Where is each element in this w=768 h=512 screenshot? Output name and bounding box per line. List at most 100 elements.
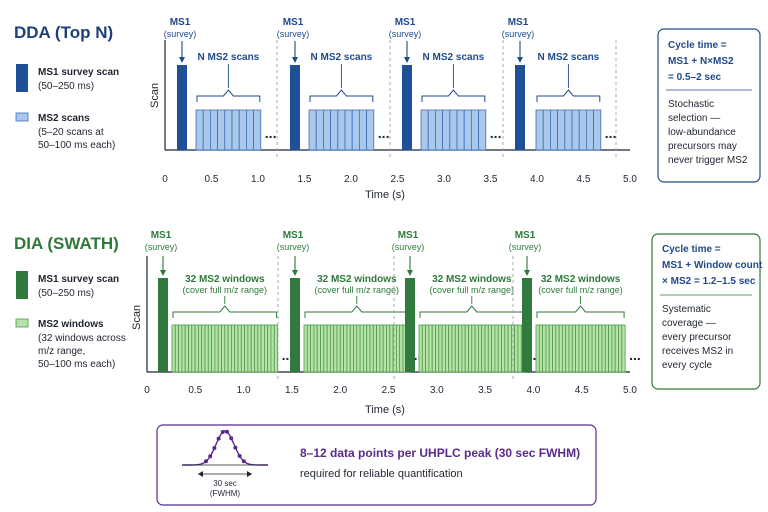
ms2-bar bbox=[257, 324, 262, 373]
ms2-bar bbox=[245, 109, 254, 151]
ms1-label: MS1 bbox=[283, 230, 304, 241]
ms2-bar bbox=[456, 109, 465, 151]
ms2-group-sublabel: (cover full m/z range) bbox=[315, 285, 400, 295]
ms2-bar bbox=[614, 324, 619, 373]
peak-sample-point bbox=[212, 446, 217, 450]
ms2-bar bbox=[463, 109, 472, 151]
ms2-bar bbox=[538, 324, 543, 373]
ms1-label: MS1 bbox=[170, 17, 191, 28]
peak-sample-point bbox=[216, 436, 221, 441]
dda-box-desc-3: low-abundance bbox=[668, 127, 736, 138]
ms1-sublabel: (survey) bbox=[145, 242, 178, 252]
ms2-bar bbox=[254, 324, 259, 373]
ms2-bar bbox=[507, 324, 512, 373]
dda-legend-ms2-label: MS2 scans bbox=[38, 113, 90, 124]
ms2-bar bbox=[326, 324, 331, 373]
ms2-bar bbox=[372, 324, 377, 373]
ms2-bar bbox=[487, 324, 492, 373]
ms2-bar bbox=[191, 324, 196, 373]
ms2-bar bbox=[557, 109, 566, 151]
ms1-arrowhead bbox=[407, 270, 413, 276]
ms2-bar bbox=[336, 324, 341, 373]
ms2-bar bbox=[517, 324, 522, 373]
dda-legend-ms2-swatch bbox=[15, 112, 29, 122]
ms2-bar bbox=[598, 324, 603, 373]
ms2-bar bbox=[238, 109, 247, 151]
peak-sample-point bbox=[237, 453, 242, 458]
ms2-bar bbox=[343, 324, 348, 373]
tick-label: 3.0 bbox=[437, 174, 451, 185]
ms2-group-label: N MS2 scans bbox=[423, 52, 485, 63]
dda-box-line2: MS1 + N×MS2 bbox=[668, 56, 734, 67]
peak-sample-point bbox=[220, 430, 225, 434]
tick-label: 2.5 bbox=[391, 174, 405, 185]
ms2-bar bbox=[211, 324, 216, 373]
footer-title: 8–12 data points per UHPLC peak (30 sec … bbox=[300, 446, 580, 460]
ms2-bar bbox=[585, 324, 590, 373]
dia-legend-ms2-swatch bbox=[15, 318, 29, 328]
ms2-bar bbox=[575, 324, 580, 373]
ms1-label: MS1 bbox=[283, 17, 304, 28]
ms2-group-label: 32 MS2 windows bbox=[317, 274, 397, 285]
tick-label: 4.0 bbox=[530, 174, 544, 185]
ms1-sublabel: (survey) bbox=[392, 242, 425, 252]
tick-label: 0 bbox=[162, 174, 168, 185]
tick-label: 1.0 bbox=[237, 385, 251, 396]
ms2-group-label: 32 MS2 windows bbox=[541, 274, 621, 285]
ms2-bar bbox=[535, 109, 544, 151]
dda-legend-ms1-label: MS1 survey scan bbox=[38, 67, 119, 78]
footer-frame bbox=[156, 424, 597, 506]
ms2-bar bbox=[351, 109, 360, 151]
ms2-group-sublabel: (cover full m/z range) bbox=[538, 285, 623, 295]
ms2-bar bbox=[234, 324, 239, 373]
ms2-bar bbox=[337, 109, 346, 151]
ms2-bar bbox=[207, 324, 213, 373]
ms2-bar bbox=[471, 324, 476, 373]
ms1-sublabel: (survey) bbox=[389, 29, 422, 39]
ms2-bar bbox=[593, 109, 602, 151]
dia-box-desc-1: Systematic bbox=[662, 304, 711, 315]
peak-label-1: 30 sec bbox=[213, 479, 237, 488]
dda-legend-ms1-sub: (50–250 ms) bbox=[38, 81, 94, 92]
dda-x-axis-label: Time (s) bbox=[365, 189, 405, 201]
ms2-brace bbox=[419, 305, 525, 318]
dda-box-frame bbox=[657, 28, 761, 183]
ms1-sublabel: (survey) bbox=[509, 242, 542, 252]
ms2-bar bbox=[470, 109, 479, 151]
dia-box-frame bbox=[651, 233, 761, 390]
ms2-bar bbox=[316, 324, 321, 373]
ms1-arrowhead bbox=[292, 270, 298, 276]
ms2-bar bbox=[562, 324, 567, 373]
ms2-bar bbox=[181, 324, 186, 373]
ms2-bar bbox=[230, 324, 236, 373]
dia-x-axis-label: Time (s) bbox=[365, 404, 405, 416]
ms2-bar bbox=[477, 324, 483, 373]
dda-plot: Scan Time (s) 0 0.5 1.0 1.5 2.0 2.5 3.0 3.5 4.0 4… bbox=[149, 17, 637, 201]
ms2-bar bbox=[209, 109, 218, 151]
ms2-bar bbox=[178, 324, 183, 373]
ms2-bar bbox=[359, 324, 364, 373]
ms2-brace bbox=[172, 305, 278, 318]
ms2-bar bbox=[313, 324, 318, 373]
ms2-bar bbox=[535, 324, 540, 373]
tick-label: 2.5 bbox=[382, 385, 396, 396]
dia-legend-ms1-swatch bbox=[16, 271, 28, 299]
ms2-bar bbox=[308, 109, 317, 151]
chromatographic-peak-icon bbox=[182, 429, 268, 466]
ms2-bar bbox=[379, 324, 384, 373]
dda-legend: MS1 survey scan (50–250 ms) MS2 scans (5… bbox=[15, 64, 119, 151]
peak-sample-point bbox=[229, 436, 234, 441]
ms2-bar bbox=[202, 109, 211, 151]
ms2-group-label: N MS2 scans bbox=[538, 52, 600, 63]
ms2-bar bbox=[444, 324, 450, 373]
ms1-bar bbox=[177, 65, 187, 150]
ms2-bar bbox=[315, 109, 324, 151]
ms1-label: MS1 bbox=[508, 17, 529, 28]
ms1-bar bbox=[522, 278, 532, 372]
ms2-bar bbox=[330, 109, 339, 151]
dia-box-line3: × MS2 = 1.2–1.5 sec bbox=[662, 276, 756, 287]
ms1-bar bbox=[158, 278, 168, 372]
ms1-arrowhead bbox=[292, 57, 298, 63]
ms2-bar bbox=[323, 324, 328, 373]
